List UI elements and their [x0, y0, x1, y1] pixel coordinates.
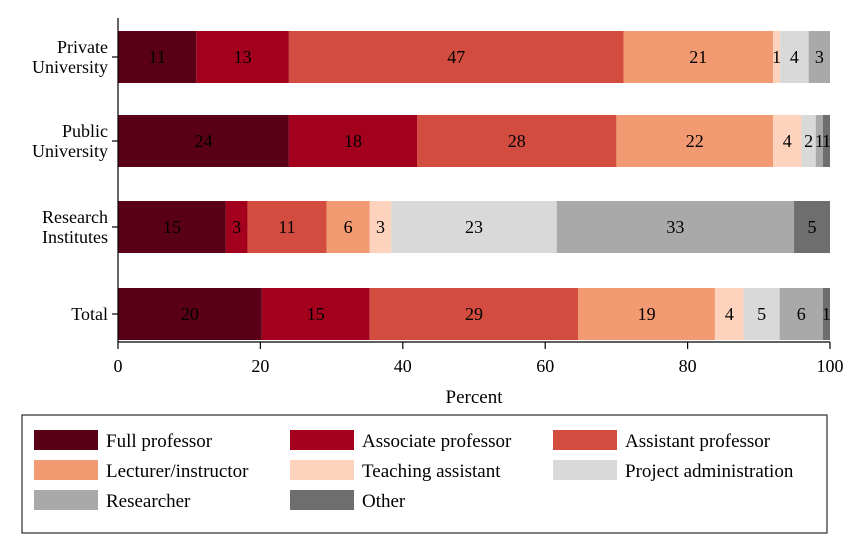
- legend: Full professor Associate professor Assista…: [21, 414, 828, 534]
- category-label: Private University: [32, 37, 108, 77]
- bar-value-label: 6: [344, 217, 353, 237]
- bar-value-label: 3: [815, 47, 824, 67]
- bar-value-label: 1: [822, 304, 831, 324]
- x-axis-title: Percent: [446, 387, 504, 408]
- bar-value-label: 20: [181, 304, 199, 324]
- legend-swatch: [553, 460, 617, 480]
- bar-segment: [326, 201, 370, 253]
- x-tick-label: 0: [114, 356, 123, 376]
- bar-segment: [196, 31, 289, 83]
- bar-value-label: 21: [689, 47, 707, 67]
- legend-label: Associate professor: [362, 431, 512, 452]
- category-labels-group: Private University Public University Researc…: [32, 37, 108, 324]
- bar-segment: [369, 288, 579, 340]
- bar-segment: [118, 201, 226, 253]
- bar-value-label: 1: [772, 47, 781, 67]
- bar-value-label: 4: [790, 47, 799, 67]
- legend-swatch: [34, 490, 98, 510]
- legend-label: Assistant professor: [625, 431, 771, 452]
- legend-label: Project administration: [625, 461, 794, 482]
- legend-swatch: [553, 430, 617, 450]
- legend-swatch: [34, 430, 98, 450]
- legend-swatch: [290, 430, 354, 450]
- bar-value-label: 29: [465, 304, 483, 324]
- legend-frame: [21, 414, 828, 534]
- bar-segment: [822, 115, 830, 167]
- bar-value-label: 15: [307, 304, 325, 324]
- bar-value-label: 23: [465, 217, 483, 237]
- bar-value-label: 11: [278, 217, 295, 237]
- bar-segment: [578, 288, 715, 340]
- bar-value-label: 3: [376, 217, 385, 237]
- bar-segment: [808, 31, 830, 83]
- bar-value-label: 4: [725, 304, 734, 324]
- x-tick-label: 100: [817, 356, 844, 376]
- bar-value-label: 11: [148, 47, 165, 67]
- bar-value-label: 33: [666, 217, 684, 237]
- legend-label: Lecturer/instructor: [106, 461, 249, 482]
- bar-value-label: 2: [804, 131, 813, 151]
- bar-segment: [616, 115, 774, 167]
- bars-group: [118, 31, 830, 340]
- bar-value-label: 24: [194, 131, 212, 151]
- bar-value-label: 13: [234, 47, 252, 67]
- bar-value-label: 1: [815, 131, 824, 151]
- legend-swatch: [290, 460, 354, 480]
- x-tick-label: 80: [679, 356, 697, 376]
- bar-segment: [714, 288, 744, 340]
- bar-segment: [556, 201, 795, 253]
- bar-value-label: 6: [797, 304, 806, 324]
- bar-segment: [815, 115, 823, 167]
- bar-value-label: 5: [808, 217, 817, 237]
- bar-segment: [623, 31, 774, 83]
- bar-value-label: 1: [822, 131, 831, 151]
- bar-segment: [288, 31, 624, 83]
- bar-segment: [118, 288, 262, 340]
- x-tick-label: 60: [536, 356, 554, 376]
- bar-value-label: 47: [447, 47, 465, 67]
- bar-segment: [118, 115, 289, 167]
- bar-segment: [369, 201, 392, 253]
- category-label: Public University: [32, 121, 108, 161]
- bar-segment: [801, 115, 816, 167]
- bar-segment: [822, 288, 830, 340]
- bar-segment: [288, 115, 418, 167]
- bar-segment: [225, 201, 248, 253]
- bar-segment: [779, 288, 823, 340]
- bar-segment: [118, 31, 197, 83]
- bar-value-label: 15: [163, 217, 181, 237]
- legend-label: Researcher: [106, 491, 191, 512]
- bar-segment: [261, 288, 370, 340]
- bar-segment: [247, 201, 327, 253]
- bar-value-label: 18: [344, 131, 362, 151]
- bar-value-label: 4: [783, 131, 792, 151]
- bar-segment: [391, 201, 557, 253]
- bar-value-label: 5: [757, 304, 766, 324]
- bar-value-label: 22: [686, 131, 704, 151]
- bar-value-label: 28: [508, 131, 526, 151]
- axes-group: 0 20 40 60 80 100: [112, 18, 844, 376]
- bar-value-label: 3: [232, 217, 241, 237]
- legend-label: Full professor: [106, 431, 213, 452]
- x-tick-label: 20: [251, 356, 269, 376]
- legend-swatch: [290, 490, 354, 510]
- bar-segment: [780, 31, 809, 83]
- bar-value-label: 19: [638, 304, 656, 324]
- bar-segment: [773, 115, 802, 167]
- category-label: Research Institutes: [42, 207, 108, 247]
- legend-label: Other: [362, 491, 406, 512]
- x-tick-label: 40: [394, 356, 412, 376]
- bar-segment: [794, 201, 830, 253]
- bar-segment: [773, 31, 781, 83]
- legend-label: Teaching assistant: [362, 461, 501, 482]
- bar-segment: [417, 115, 617, 167]
- legend-swatch: [34, 460, 98, 480]
- category-label: Total: [71, 304, 108, 324]
- bar-segment: [743, 288, 780, 340]
